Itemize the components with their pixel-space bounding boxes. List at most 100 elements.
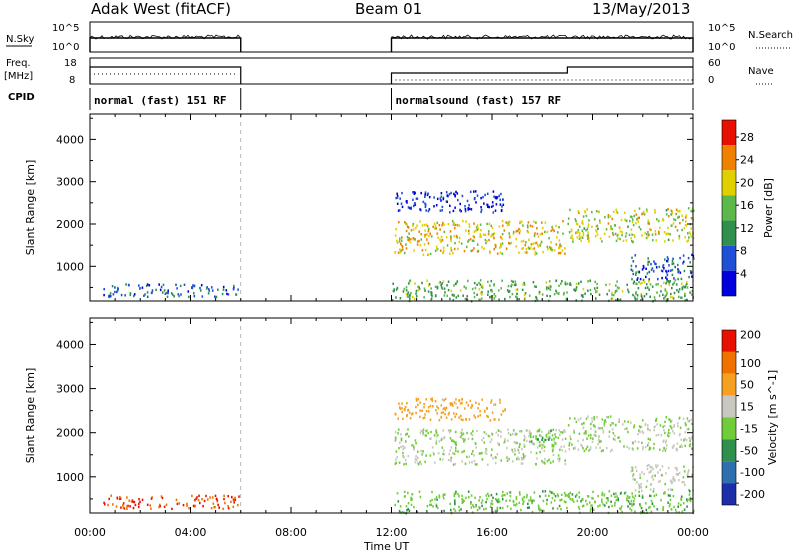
power-echo-5 [678, 295, 680, 299]
power-echo-1 [436, 197, 439, 201]
power-echo-0 [166, 295, 169, 298]
power-echo-2 [426, 225, 429, 228]
velocity-echo-6 [624, 491, 627, 494]
power-echo-5 [546, 287, 548, 291]
power-echo-2 [492, 235, 495, 238]
velocity-echo-1 [445, 406, 448, 409]
power-echo-3 [685, 214, 688, 217]
power-echo-3 [675, 208, 678, 211]
velocity-echo-2 [559, 433, 561, 436]
power-echo-5 [684, 286, 687, 289]
power-echo-3 [588, 219, 590, 222]
velocity-echo-4 [568, 448, 571, 451]
velocity-echo-0 [119, 496, 121, 499]
velocity-echo-5 [687, 471, 689, 474]
power-echo-1 [501, 205, 503, 208]
nsky-tick-top: 10^5 [52, 23, 79, 34]
velocity-echo-6 [485, 507, 487, 510]
power-echo-3 [613, 210, 615, 213]
velocity-echo-4 [662, 449, 664, 452]
power-echo-2 [472, 239, 475, 243]
power-echo-3 [647, 222, 649, 225]
power-echo-1 [495, 197, 498, 200]
velocity-echo-1 [459, 402, 462, 405]
power-echo-2 [482, 233, 485, 236]
velocity-echo-0 [231, 495, 233, 499]
power-echo-2 [441, 224, 443, 227]
velocity-echo-6 [496, 506, 499, 509]
velocity-echo-2 [554, 433, 556, 436]
power-echo-3 [624, 218, 626, 221]
power-echo-5 [633, 280, 635, 283]
power-echo-5 [454, 282, 457, 286]
power-echo-4 [650, 268, 653, 272]
velocity-echo-1 [401, 410, 403, 414]
x-tick-label-0: 00:00 [74, 526, 106, 539]
power-echo-5 [523, 283, 526, 286]
velocity-echo-4 [612, 432, 615, 435]
velocity-echo-6 [406, 509, 408, 512]
power-echo-5 [643, 280, 646, 284]
velocity-echo-2 [482, 436, 485, 440]
velocity-echo-5 [672, 475, 675, 479]
power-echo-0 [192, 284, 194, 287]
power-echo-5 [548, 287, 550, 290]
power-echo-0 [165, 291, 168, 295]
velocity-echo-2 [528, 435, 530, 438]
power-echo-5 [455, 296, 458, 299]
velocity-echo-0 [195, 497, 197, 501]
power-echo-3 [595, 225, 597, 228]
velocity-echo-0 [130, 500, 133, 503]
velocity-echo-6 [577, 505, 580, 509]
power-echo-2 [427, 227, 430, 231]
velocity-echo-4 [593, 416, 595, 419]
power-echo-2 [508, 220, 511, 223]
power-echo-3 [629, 219, 631, 223]
velocity-echo-2 [402, 445, 404, 448]
power-echo-1 [491, 201, 494, 204]
velocity-echo-2 [543, 449, 546, 453]
velocity-echo-1 [427, 410, 430, 413]
power-echo-2 [470, 249, 472, 253]
power-echo-1 [483, 202, 485, 205]
velocity-echo-4 [653, 442, 655, 446]
velocity-echo-1 [460, 414, 462, 418]
power-echo-4 [655, 266, 658, 269]
velocity-echo-2 [408, 435, 410, 438]
velocity-echo-6 [405, 505, 408, 508]
power-echo-2 [503, 229, 506, 232]
power-echo-0 [222, 288, 225, 291]
velocity-echo-6 [434, 498, 436, 501]
power-echo-5 [598, 293, 601, 296]
power-echo-2 [556, 231, 559, 234]
power-echo-4 [682, 260, 685, 263]
velocity-echo-2 [488, 435, 491, 438]
velocity-echo-6 [478, 506, 481, 509]
velocity-echo-3 [548, 438, 550, 441]
power-echo-3 [578, 234, 581, 237]
velocity-echo-1 [419, 415, 421, 418]
power-echo-2 [473, 247, 475, 250]
power-echo-4 [648, 260, 650, 264]
power-echo-0 [217, 288, 219, 291]
power-echo-3 [646, 210, 648, 213]
power-echo-3 [582, 231, 585, 235]
velocity-echo-4 [627, 420, 629, 424]
power-echo-1 [396, 194, 399, 198]
velocity-echo-4 [637, 432, 639, 436]
power-echo-2 [414, 238, 416, 241]
velocity-echo-2 [562, 430, 565, 433]
power-echo-1 [480, 196, 482, 200]
power-echo-3 [614, 232, 617, 236]
velocity-echo-6 [426, 504, 429, 508]
power-echo-5 [476, 293, 478, 296]
velocity-echo-2 [509, 433, 512, 436]
power-echo-0 [143, 294, 145, 297]
power-echo-5 [545, 281, 548, 284]
velocity-echo-6 [626, 498, 628, 502]
velocity-echo-2 [523, 443, 526, 446]
velocity-echo-2 [473, 454, 475, 457]
power-echo-2 [412, 222, 415, 226]
power-echo-3 [570, 228, 573, 231]
power-echo-2 [458, 240, 461, 244]
